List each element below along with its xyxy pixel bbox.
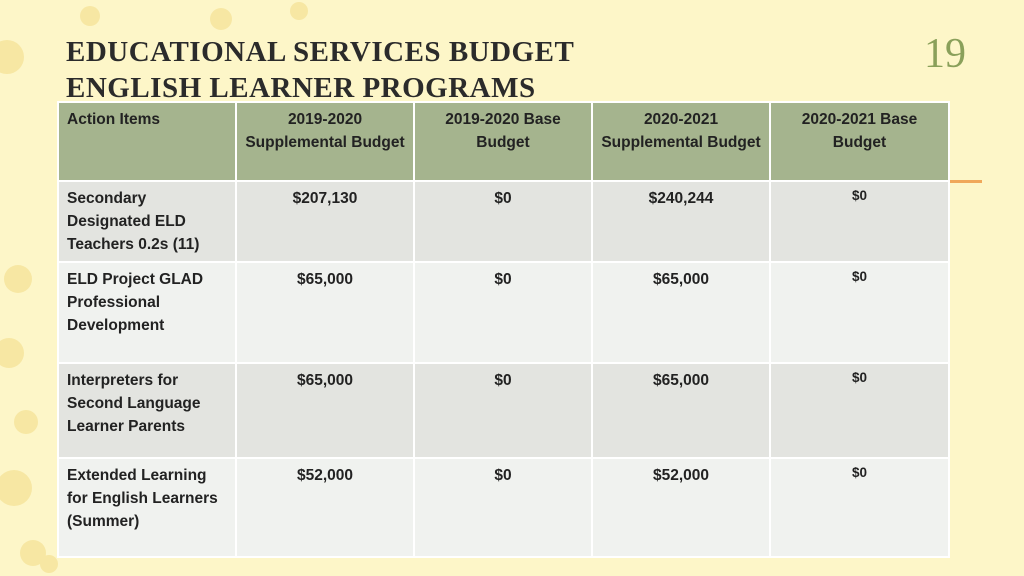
base-2019-2020-cell: $0 — [413, 457, 593, 558]
table-row: Interpreters for Second Language Learner… — [57, 362, 950, 459]
action-item-cell: Interpreters for Second Language Learner… — [57, 362, 237, 459]
background-dot — [0, 40, 24, 74]
action-item-cell: Secondary Designated ELD Teachers 0.2s (… — [57, 180, 237, 263]
table-header-row: Action Items 2019-2020 Supplemental Budg… — [57, 101, 950, 182]
header-2020-2021-supplemental: 2020-2021 Supplemental Budget — [591, 101, 771, 182]
background-dot — [290, 2, 308, 20]
base-2019-2020-cell: $0 — [413, 261, 593, 364]
accent-line — [946, 180, 982, 183]
table-row: ELD Project GLAD Professional Developmen… — [57, 261, 950, 364]
base-2020-2021-cell: $0 — [769, 261, 950, 364]
supplemental-2020-2021-cell: $65,000 — [591, 362, 771, 459]
slide-title: EDUCATIONAL SERVICES BUDGET ENGLISH LEAR… — [66, 34, 574, 106]
background-dot — [0, 470, 32, 506]
base-2019-2020-cell: $0 — [413, 362, 593, 459]
background-dot — [210, 8, 232, 30]
base-2020-2021-cell: $0 — [769, 180, 950, 263]
header-action-items: Action Items — [57, 101, 237, 182]
supplemental-2019-2020-cell: $207,130 — [235, 180, 415, 263]
supplemental-2019-2020-cell: $52,000 — [235, 457, 415, 558]
background-dot — [40, 555, 58, 573]
background-dot — [14, 410, 38, 434]
background-dot — [80, 6, 100, 26]
supplemental-2020-2021-cell: $52,000 — [591, 457, 771, 558]
base-2020-2021-cell: $0 — [769, 457, 950, 558]
background-dot — [0, 338, 24, 368]
header-2019-2020-base: 2019-2020 Base Budget — [413, 101, 593, 182]
title-line-1: EDUCATIONAL SERVICES BUDGET — [66, 36, 575, 68]
supplemental-2020-2021-cell: $240,244 — [591, 180, 771, 263]
background-dot — [4, 265, 32, 293]
supplemental-2019-2020-cell: $65,000 — [235, 362, 415, 459]
header-2020-2021-base: 2020-2021 Base Budget — [769, 101, 950, 182]
base-2019-2020-cell: $0 — [413, 180, 593, 263]
action-item-cell: Extended Learning for English Learners (… — [57, 457, 237, 558]
budget-table: Action Items 2019-2020 Supplemental Budg… — [57, 101, 950, 558]
supplemental-2020-2021-cell: $65,000 — [591, 261, 771, 364]
action-item-cell: ELD Project GLAD Professional Developmen… — [57, 261, 237, 364]
supplemental-2019-2020-cell: $65,000 — [235, 261, 415, 364]
slide-number: 19 — [924, 31, 966, 77]
header-2019-2020-supplemental: 2019-2020 Supplemental Budget — [235, 101, 415, 182]
table-row: Secondary Designated ELD Teachers 0.2s (… — [57, 180, 950, 263]
table-row: Extended Learning for English Learners (… — [57, 457, 950, 558]
title-line-2: ENGLISH LEARNER PROGRAMS — [66, 72, 536, 104]
base-2020-2021-cell: $0 — [769, 362, 950, 459]
